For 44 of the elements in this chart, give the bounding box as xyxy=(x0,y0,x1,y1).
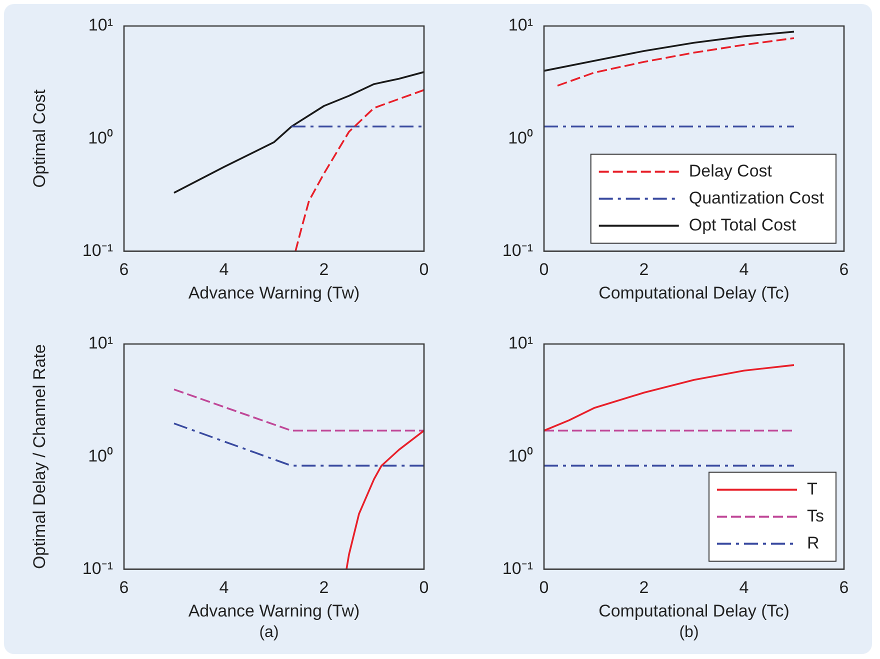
y-tick-label: 10⁻¹ xyxy=(82,558,114,578)
text: (a) xyxy=(258,624,280,642)
x-tick-label: 6 xyxy=(839,578,849,598)
y-tick-label: 10⁻¹ xyxy=(502,558,534,578)
x-axis-title: Advance Warning (Tw) xyxy=(188,283,360,302)
x-tick-label: 0 xyxy=(539,260,549,280)
x-tick-label: 0 xyxy=(539,578,549,598)
x-axis-title: Computational Delay (Tc) xyxy=(598,283,790,302)
y-axis-title: Optimal Delay / Channel Rate xyxy=(30,344,49,570)
x-tick-label: 4 xyxy=(219,260,229,280)
legend-label: R xyxy=(807,533,820,552)
y-tick-label: 10⁻¹ xyxy=(82,240,114,260)
line-series xyxy=(294,89,424,252)
x-tick-label: 2 xyxy=(639,578,649,598)
x-tick-label: 4 xyxy=(739,578,749,598)
x-tick-label: 6 xyxy=(119,260,129,280)
x-axis-title: Computational Delay (Tc) xyxy=(598,601,790,620)
y-tick-label: 10⁻¹ xyxy=(502,240,534,260)
legend-label: Delay Cost xyxy=(688,161,772,180)
x-tick-label: 6 xyxy=(119,578,129,598)
legend-label: Quantization Cost xyxy=(688,188,824,208)
x-tick-label: 2 xyxy=(319,260,329,280)
x-tick-label: 4 xyxy=(739,260,749,280)
x-tick-label: 6 xyxy=(839,260,849,280)
x-tick-label: 2 xyxy=(639,260,649,280)
legend-label: Ts xyxy=(807,506,824,526)
legend-label: Opt Total Cost xyxy=(688,215,797,234)
y-tick-label: 10⁰ xyxy=(508,128,533,148)
y-tick-label: 10¹ xyxy=(88,16,114,35)
line-series xyxy=(556,37,795,87)
y-tick-label: 10⁰ xyxy=(508,446,533,466)
y-tick-label: 10⁰ xyxy=(88,128,113,148)
y-tick-label: 10⁰ xyxy=(88,446,113,466)
y-tick-label: 10¹ xyxy=(508,334,534,353)
x-tick-label: 2 xyxy=(319,578,329,598)
y-tick-label: 10¹ xyxy=(508,16,534,35)
x-axis-title: Advance Warning (Tw) xyxy=(188,601,360,620)
x-tick-label: 0 xyxy=(419,260,429,280)
y-tick-label: 10¹ xyxy=(88,334,114,353)
x-tick-label: 0 xyxy=(419,578,429,598)
x-tick-label: 4 xyxy=(219,578,229,598)
legend-label: T xyxy=(807,479,818,498)
text: (b) xyxy=(678,624,700,642)
y-axis-title: Optimal Cost xyxy=(30,89,49,188)
